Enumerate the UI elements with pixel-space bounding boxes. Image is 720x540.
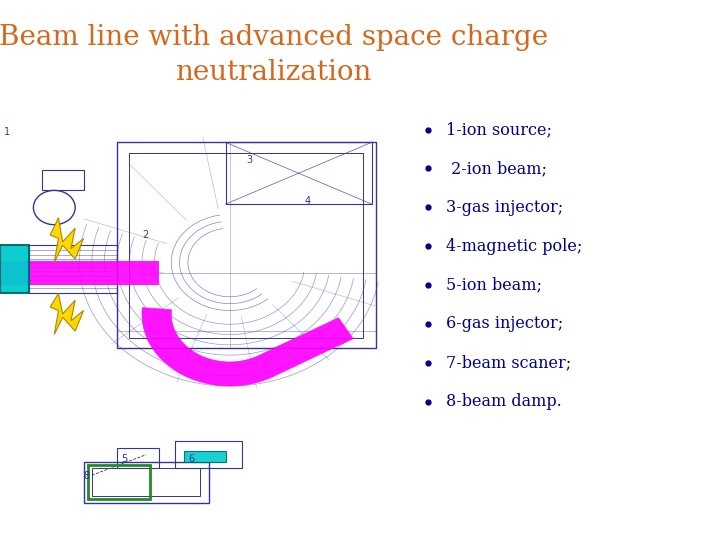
Text: 7-beam scaner;: 7-beam scaner; [446,354,572,372]
Text: 3-gas injector;: 3-gas injector; [446,199,564,216]
Polygon shape [0,261,158,285]
Text: 6: 6 [188,454,194,463]
Text: 4: 4 [305,196,311,206]
Bar [117,448,158,468]
Text: 1: 1 [4,127,10,138]
Bar [0,245,30,293]
Text: 5-ion beam;: 5-ion beam; [446,276,542,294]
Text: neutralization: neutralization [176,59,372,86]
Bar [176,441,242,468]
Text: 4-magnetic pole;: 4-magnetic pole; [446,238,582,255]
Bar [92,468,200,496]
Bar [42,170,84,191]
Bar [30,245,117,293]
Text: Beam line with advanced space charge: Beam line with advanced space charge [0,24,548,51]
Polygon shape [259,318,353,376]
Text: 1-ion source;: 1-ion source; [446,121,552,138]
Bar [130,153,364,338]
Text: 2: 2 [142,231,148,240]
Text: 8-beam damp.: 8-beam damp. [446,393,562,410]
Polygon shape [50,218,84,262]
Text: 8: 8 [84,471,90,481]
Bar [184,451,225,462]
Bar [84,462,209,503]
Polygon shape [142,308,274,386]
Text: 3: 3 [246,155,253,165]
Text: 5: 5 [121,454,127,463]
Text: 2-ion beam;: 2-ion beam; [446,160,547,177]
Polygon shape [50,293,84,334]
Bar [88,465,150,500]
Bar [117,143,376,348]
Text: 6-gas injector;: 6-gas injector; [446,315,564,333]
Bar [225,143,372,204]
